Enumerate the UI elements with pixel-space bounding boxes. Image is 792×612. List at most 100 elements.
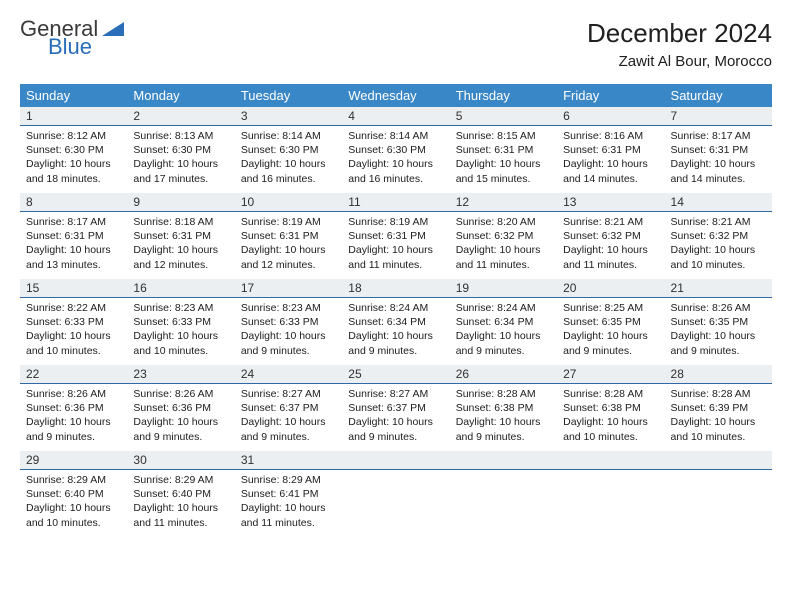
calendar-cell: 17Sunrise: 8:23 AMSunset: 6:33 PMDayligh… — [235, 279, 342, 365]
day-details: Sunrise: 8:16 AMSunset: 6:31 PMDaylight:… — [557, 126, 664, 192]
day-details: Sunrise: 8:20 AMSunset: 6:32 PMDaylight:… — [450, 212, 557, 278]
day-details: Sunrise: 8:29 AMSunset: 6:40 PMDaylight:… — [20, 470, 127, 536]
day-details: Sunrise: 8:28 AMSunset: 6:39 PMDaylight:… — [665, 384, 772, 450]
day-number: 9 — [127, 193, 234, 212]
day-number: 26 — [450, 365, 557, 384]
weekday-header: Friday — [557, 84, 664, 107]
calendar-cell: 10Sunrise: 8:19 AMSunset: 6:31 PMDayligh… — [235, 193, 342, 279]
day-details: Sunrise: 8:25 AMSunset: 6:35 PMDaylight:… — [557, 298, 664, 364]
day-details: Sunrise: 8:27 AMSunset: 6:37 PMDaylight:… — [342, 384, 449, 450]
day-number: 22 — [20, 365, 127, 384]
calendar-cell: 27Sunrise: 8:28 AMSunset: 6:38 PMDayligh… — [557, 365, 664, 451]
calendar-cell: 26Sunrise: 8:28 AMSunset: 6:38 PMDayligh… — [450, 365, 557, 451]
day-details: Sunrise: 8:27 AMSunset: 6:37 PMDaylight:… — [235, 384, 342, 450]
day-details-empty — [342, 470, 449, 530]
day-details: Sunrise: 8:19 AMSunset: 6:31 PMDaylight:… — [342, 212, 449, 278]
logo-text-blue: Blue — [48, 36, 124, 58]
weekday-header: Sunday — [20, 84, 127, 107]
day-details: Sunrise: 8:15 AMSunset: 6:31 PMDaylight:… — [450, 126, 557, 192]
day-number: 4 — [342, 107, 449, 126]
day-details: Sunrise: 8:28 AMSunset: 6:38 PMDaylight:… — [557, 384, 664, 450]
day-details: Sunrise: 8:21 AMSunset: 6:32 PMDaylight:… — [557, 212, 664, 278]
day-number: 5 — [450, 107, 557, 126]
calendar-cell — [450, 451, 557, 537]
day-number: 6 — [557, 107, 664, 126]
calendar-cell: 7Sunrise: 8:17 AMSunset: 6:31 PMDaylight… — [665, 107, 772, 193]
day-number: 8 — [20, 193, 127, 212]
day-details-empty — [450, 470, 557, 530]
day-number: 15 — [20, 279, 127, 298]
page-header: General Blue December 2024 Zawit Al Bour… — [20, 18, 772, 70]
day-details-empty — [665, 470, 772, 530]
day-details: Sunrise: 8:18 AMSunset: 6:31 PMDaylight:… — [127, 212, 234, 278]
calendar-body: 1Sunrise: 8:12 AMSunset: 6:30 PMDaylight… — [20, 107, 772, 537]
day-details: Sunrise: 8:19 AMSunset: 6:31 PMDaylight:… — [235, 212, 342, 278]
day-number: 7 — [665, 107, 772, 126]
day-details: Sunrise: 8:14 AMSunset: 6:30 PMDaylight:… — [235, 126, 342, 192]
day-details: Sunrise: 8:24 AMSunset: 6:34 PMDaylight:… — [342, 298, 449, 364]
calendar-cell: 31Sunrise: 8:29 AMSunset: 6:41 PMDayligh… — [235, 451, 342, 537]
calendar-cell: 6Sunrise: 8:16 AMSunset: 6:31 PMDaylight… — [557, 107, 664, 193]
day-number: 24 — [235, 365, 342, 384]
day-details: Sunrise: 8:21 AMSunset: 6:32 PMDaylight:… — [665, 212, 772, 278]
calendar-cell — [665, 451, 772, 537]
calendar-header-row: SundayMondayTuesdayWednesdayThursdayFrid… — [20, 84, 772, 107]
calendar-cell: 4Sunrise: 8:14 AMSunset: 6:30 PMDaylight… — [342, 107, 449, 193]
calendar-cell: 21Sunrise: 8:26 AMSunset: 6:35 PMDayligh… — [665, 279, 772, 365]
title-location: Zawit Al Bour, Morocco — [587, 53, 772, 70]
weekday-header: Monday — [127, 84, 234, 107]
day-number: 31 — [235, 451, 342, 470]
day-number: 19 — [450, 279, 557, 298]
day-number-empty — [557, 451, 664, 470]
day-details: Sunrise: 8:29 AMSunset: 6:40 PMDaylight:… — [127, 470, 234, 536]
calendar-cell — [342, 451, 449, 537]
day-details: Sunrise: 8:23 AMSunset: 6:33 PMDaylight:… — [235, 298, 342, 364]
day-number: 10 — [235, 193, 342, 212]
title-block: December 2024 Zawit Al Bour, Morocco — [587, 18, 772, 70]
day-details: Sunrise: 8:28 AMSunset: 6:38 PMDaylight:… — [450, 384, 557, 450]
day-number: 29 — [20, 451, 127, 470]
day-number: 12 — [450, 193, 557, 212]
weekday-header: Tuesday — [235, 84, 342, 107]
day-details: Sunrise: 8:26 AMSunset: 6:36 PMDaylight:… — [20, 384, 127, 450]
calendar-cell: 25Sunrise: 8:27 AMSunset: 6:37 PMDayligh… — [342, 365, 449, 451]
day-details-empty — [557, 470, 664, 530]
calendar-cell: 28Sunrise: 8:28 AMSunset: 6:39 PMDayligh… — [665, 365, 772, 451]
day-details: Sunrise: 8:12 AMSunset: 6:30 PMDaylight:… — [20, 126, 127, 192]
day-number: 30 — [127, 451, 234, 470]
logo-triangle-icon — [102, 22, 124, 36]
day-details: Sunrise: 8:26 AMSunset: 6:35 PMDaylight:… — [665, 298, 772, 364]
calendar-cell: 13Sunrise: 8:21 AMSunset: 6:32 PMDayligh… — [557, 193, 664, 279]
calendar-cell: 5Sunrise: 8:15 AMSunset: 6:31 PMDaylight… — [450, 107, 557, 193]
day-number: 13 — [557, 193, 664, 212]
calendar-cell: 14Sunrise: 8:21 AMSunset: 6:32 PMDayligh… — [665, 193, 772, 279]
day-details: Sunrise: 8:17 AMSunset: 6:31 PMDaylight:… — [665, 126, 772, 192]
day-number: 14 — [665, 193, 772, 212]
day-number: 1 — [20, 107, 127, 126]
calendar-cell: 9Sunrise: 8:18 AMSunset: 6:31 PMDaylight… — [127, 193, 234, 279]
day-number-empty — [342, 451, 449, 470]
calendar-cell: 30Sunrise: 8:29 AMSunset: 6:40 PMDayligh… — [127, 451, 234, 537]
calendar-cell: 2Sunrise: 8:13 AMSunset: 6:30 PMDaylight… — [127, 107, 234, 193]
day-details: Sunrise: 8:17 AMSunset: 6:31 PMDaylight:… — [20, 212, 127, 278]
calendar-cell: 16Sunrise: 8:23 AMSunset: 6:33 PMDayligh… — [127, 279, 234, 365]
day-number: 25 — [342, 365, 449, 384]
calendar-cell: 11Sunrise: 8:19 AMSunset: 6:31 PMDayligh… — [342, 193, 449, 279]
weekday-header: Saturday — [665, 84, 772, 107]
day-details: Sunrise: 8:23 AMSunset: 6:33 PMDaylight:… — [127, 298, 234, 364]
day-number: 3 — [235, 107, 342, 126]
day-number: 23 — [127, 365, 234, 384]
calendar-cell: 1Sunrise: 8:12 AMSunset: 6:30 PMDaylight… — [20, 107, 127, 193]
calendar-cell: 24Sunrise: 8:27 AMSunset: 6:37 PMDayligh… — [235, 365, 342, 451]
day-details: Sunrise: 8:13 AMSunset: 6:30 PMDaylight:… — [127, 126, 234, 192]
day-details: Sunrise: 8:24 AMSunset: 6:34 PMDaylight:… — [450, 298, 557, 364]
calendar-cell: 12Sunrise: 8:20 AMSunset: 6:32 PMDayligh… — [450, 193, 557, 279]
calendar-cell: 29Sunrise: 8:29 AMSunset: 6:40 PMDayligh… — [20, 451, 127, 537]
day-number: 20 — [557, 279, 664, 298]
title-month: December 2024 — [587, 18, 772, 49]
day-number: 27 — [557, 365, 664, 384]
day-details: Sunrise: 8:29 AMSunset: 6:41 PMDaylight:… — [235, 470, 342, 536]
day-number: 18 — [342, 279, 449, 298]
day-number: 16 — [127, 279, 234, 298]
day-number: 28 — [665, 365, 772, 384]
